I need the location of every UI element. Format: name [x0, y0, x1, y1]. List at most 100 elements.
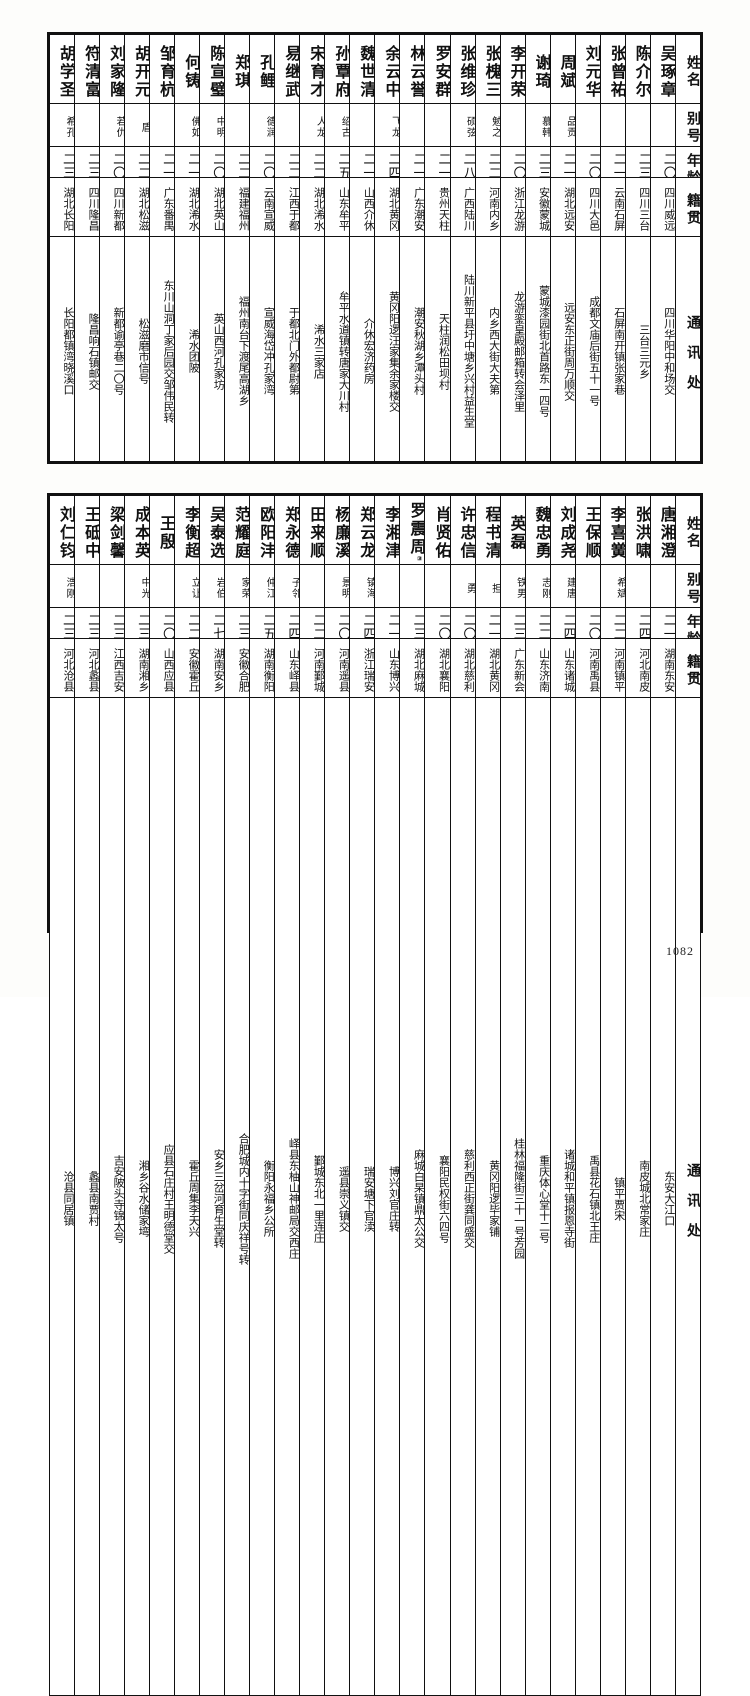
cell-address: 遥县崇义镇交 [325, 698, 350, 1696]
alias-text [150, 565, 174, 607]
age-text: 二〇 [325, 608, 349, 638]
cell-name: 张洪啸 [625, 496, 650, 565]
name-text: 罗震周③ [400, 496, 424, 564]
cell-address: 禹县花石镇北王庄 [575, 698, 600, 1696]
roster-table: 刘仁钧王砥中梁剑馨成本英王殷李衡超吴泰选范耀庭欧阳沣郑永德田来顺杨廉溪郑云龙李湘… [49, 495, 701, 1696]
cell-address: 峄县东柚山神邮局交西庄 [275, 698, 300, 1696]
alias-text [100, 565, 124, 607]
cell-alias: 浩刚 [50, 565, 75, 608]
cell-address: 蠡县南贾村 [75, 698, 100, 1696]
name-text: 李喜黉 [601, 496, 625, 564]
alias-text [400, 565, 424, 607]
cell-alias: 铁男 [500, 565, 525, 608]
row-header-label: 籍贯 [676, 639, 700, 697]
native-text: 浙江龙游 [501, 178, 525, 236]
cell-age: 二三 [400, 608, 425, 639]
name-text: 郑永德 [275, 496, 299, 564]
native-text: 云南宣威 [250, 178, 274, 236]
row-header-label: 别号 [676, 104, 700, 146]
roster-table-top: 胡学圣符清富刘家隆胡开元邹育杭何铸陈宣璧郑琪孔鲤易继武宋育才孙覃府魏世清余云中林… [47, 32, 703, 464]
cell-age: 二四 [275, 608, 300, 639]
alias-text [425, 565, 449, 607]
address-text: 浠水三家店 [300, 237, 324, 461]
age-text: 二〇 [576, 147, 600, 177]
address-text: 慈利西正街龚同盛交 [451, 698, 475, 1695]
cell-name: 吴泰选 [200, 496, 225, 565]
address-text: 松滋磨市信号 [125, 237, 149, 461]
alias-text: 子邻 [275, 565, 299, 607]
cell-alias: 勇 [450, 565, 475, 608]
row-header-label: 姓名 [676, 35, 700, 103]
cell-address: 长阳都镇湾晓溪口 [50, 237, 75, 462]
age-text: 二二 [526, 608, 550, 638]
roster-row-name: 胡学圣符清富刘家隆胡开元邹育杭何铸陈宣璧郑琪孔鲤易继武宋育才孙覃府魏世清余云中林… [50, 35, 701, 104]
cell-age: 二〇 [500, 147, 525, 178]
address-text: 石屏南开镇张家巷 [601, 237, 625, 461]
alias-text: 飞龙 [375, 104, 399, 146]
cell-alias [650, 104, 675, 147]
cell-address: 麻城白杲镇鼎太公交 [400, 698, 425, 1696]
cell-address: 宣威海岱冲孔家湾 [250, 237, 275, 462]
native-text: 河南禹县 [576, 639, 600, 697]
alias-text: 勉之 [476, 104, 500, 146]
native-text: 河北沧县 [50, 639, 74, 697]
cell-address: 襄阳民权街六四号 [425, 698, 450, 1696]
native-text: 湖北浠水 [300, 178, 324, 236]
age-text: 二一 [350, 147, 374, 177]
cell-native: 湖北麻城 [400, 639, 425, 698]
alias-text: 中光 [125, 565, 149, 607]
cell-age: 二三 [525, 147, 550, 178]
cell-name: 郑云龙 [350, 496, 375, 565]
name-text: 邹育杭 [150, 35, 174, 103]
cell-age: 二〇 [575, 147, 600, 178]
address-text: 牟平水道镇转唐家大川村 [325, 237, 349, 461]
cell-age: 二三 [75, 608, 100, 639]
name-text: 宋育才 [300, 35, 324, 103]
name-text: 林云誉 [400, 35, 424, 103]
cell-native: 湖北慈利 [450, 639, 475, 698]
alias-text [576, 104, 600, 146]
address-text: 合肥城内十字街同庆祥号转 [225, 698, 249, 1695]
alias-text [375, 565, 399, 607]
cell-name: 李喜黉 [600, 496, 625, 565]
name-text: 刘成尧 [551, 496, 575, 564]
name-text: 余云中 [375, 35, 399, 103]
cell-alias: 中明 [200, 104, 225, 147]
age-text: 二七 [200, 608, 224, 638]
age-text: 二一 [551, 147, 575, 177]
cell-native: 山东济南 [525, 639, 550, 698]
cell-name: 孙覃府 [325, 35, 350, 104]
alias-text: 中明 [200, 104, 224, 146]
name-text: 杨廉溪 [325, 496, 349, 564]
cell-address: 牟平水道镇转唐家大川村 [325, 237, 350, 462]
cell-address: 东川山洞丁家后园交邹伟民转 [150, 237, 175, 462]
address-text: 浠水团陂 [175, 237, 199, 461]
cell-age: 二一 [150, 147, 175, 178]
cell-age: 二〇 [575, 608, 600, 639]
age-text: 二三 [400, 608, 424, 638]
cell-age: 二四 [550, 608, 575, 639]
cell-address: 黄冈阳逻汪家集余家楼交 [375, 237, 400, 462]
address-text: 于都北门外都尉第 [275, 237, 299, 461]
name-text: 李衡超 [175, 496, 199, 564]
native-text: 浙江瑞安 [350, 639, 374, 697]
cell-age: 二五 [250, 608, 275, 639]
name-text: 周斌 [551, 35, 575, 103]
cell-alias [275, 104, 300, 147]
cell-age: 二一 [650, 608, 675, 639]
cell-alias [625, 104, 650, 147]
cell-native: 江西吉安 [100, 639, 125, 698]
cell-address: 鄞城东北一里连庄 [300, 698, 325, 1696]
cell-native: 四川威远 [650, 178, 675, 237]
native-text: 江西吉安 [100, 639, 124, 697]
address-text: 霍丘周集李天兴 [175, 698, 199, 1695]
cell-name: 成本英 [125, 496, 150, 565]
cell-address: 应县石庄村王明德堂交 [150, 698, 175, 1696]
name-text: 孙覃府 [325, 35, 349, 103]
cell-native: 安徽蒙城 [525, 178, 550, 237]
cell-age: 二〇 [200, 147, 225, 178]
row-header-label: 别号 [676, 565, 700, 607]
alias-text: 仲江 [250, 565, 274, 607]
address-text: 黄冈阳逻汪家集余家楼交 [375, 237, 399, 461]
cell-alias: 品贡 [550, 104, 575, 147]
